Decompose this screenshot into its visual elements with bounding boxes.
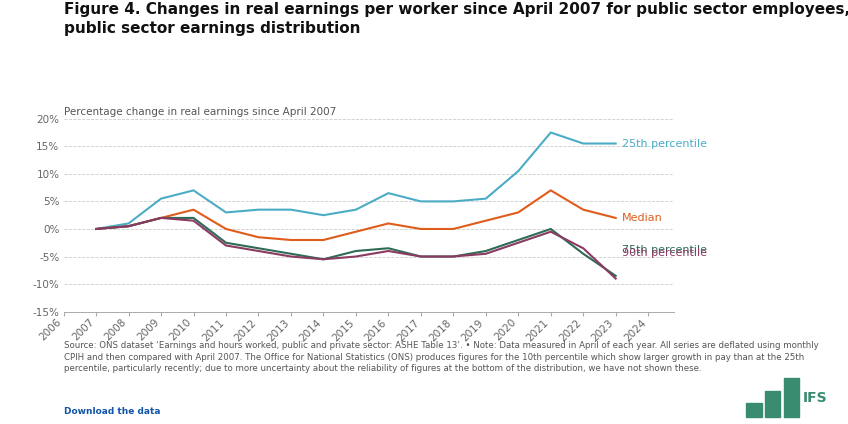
Text: Source: ONS dataset ‘Earnings and hours worked, public and private sector: ASHE : Source: ONS dataset ‘Earnings and hours …	[64, 341, 818, 373]
Text: Median: Median	[622, 213, 663, 223]
Text: Figure 4. Changes in real earnings per worker since April 2007 for public sector: Figure 4. Changes in real earnings per w…	[64, 2, 848, 36]
Text: 90th percentile: 90th percentile	[622, 248, 707, 258]
Text: Download the data: Download the data	[64, 407, 160, 416]
Text: 75th percentile: 75th percentile	[622, 245, 707, 255]
Text: Percentage change in real earnings since April 2007: Percentage change in real earnings since…	[64, 106, 336, 117]
Bar	[784, 377, 799, 417]
Text: IFS: IFS	[803, 391, 828, 405]
Bar	[746, 403, 762, 417]
Bar	[765, 391, 780, 417]
Text: 25th percentile: 25th percentile	[622, 139, 707, 148]
